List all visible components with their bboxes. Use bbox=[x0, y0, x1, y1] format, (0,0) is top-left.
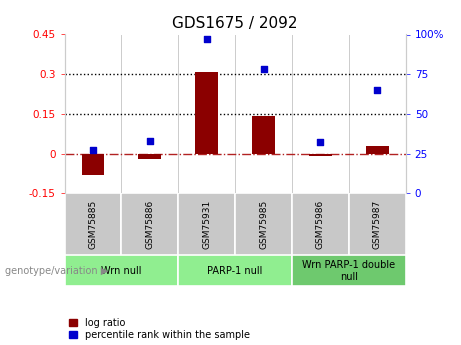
Bar bbox=[178, 193, 235, 255]
Text: GSM75931: GSM75931 bbox=[202, 200, 211, 249]
Text: GSM75987: GSM75987 bbox=[373, 200, 382, 249]
Bar bbox=[195, 71, 218, 154]
Text: Wrn PARP-1 double
null: Wrn PARP-1 double null bbox=[302, 260, 396, 282]
Point bbox=[373, 87, 381, 93]
Bar bbox=[178, 255, 292, 286]
Bar bbox=[65, 193, 121, 255]
Text: GSM75986: GSM75986 bbox=[316, 200, 325, 249]
Text: Wrn null: Wrn null bbox=[101, 266, 142, 276]
Bar bbox=[121, 193, 178, 255]
Bar bbox=[82, 154, 104, 175]
Point bbox=[89, 148, 97, 153]
Text: genotype/variation ▶: genotype/variation ▶ bbox=[5, 266, 108, 276]
Legend: log ratio, percentile rank within the sample: log ratio, percentile rank within the sa… bbox=[70, 318, 250, 340]
Bar bbox=[366, 146, 389, 154]
Bar bbox=[138, 154, 161, 159]
Text: GSM75885: GSM75885 bbox=[89, 200, 97, 249]
Point bbox=[203, 37, 210, 42]
Bar bbox=[292, 193, 349, 255]
Bar bbox=[252, 117, 275, 154]
Title: GDS1675 / 2092: GDS1675 / 2092 bbox=[172, 16, 298, 31]
Bar bbox=[235, 193, 292, 255]
Point bbox=[260, 67, 267, 72]
Bar bbox=[349, 193, 406, 255]
Text: GSM75886: GSM75886 bbox=[145, 200, 154, 249]
Bar bbox=[309, 154, 332, 156]
Point bbox=[317, 140, 324, 145]
Text: GSM75985: GSM75985 bbox=[259, 200, 268, 249]
Text: PARP-1 null: PARP-1 null bbox=[207, 266, 263, 276]
Point bbox=[146, 138, 154, 144]
Bar bbox=[65, 255, 178, 286]
Bar bbox=[292, 255, 406, 286]
